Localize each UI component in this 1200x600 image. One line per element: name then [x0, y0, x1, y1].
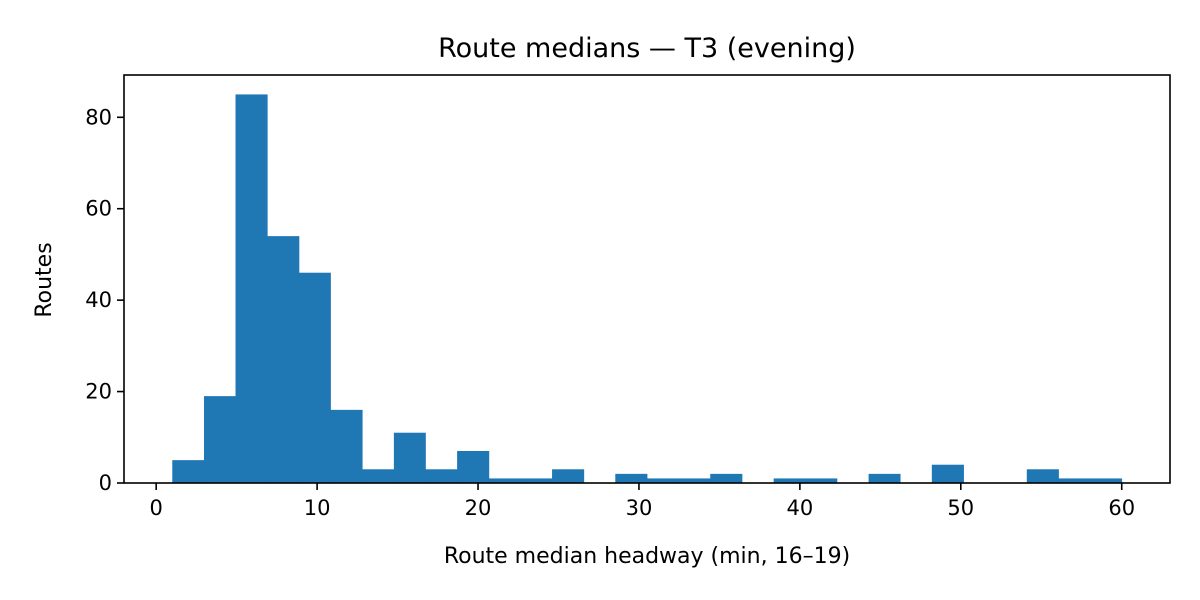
histogram-bar — [393, 432, 426, 483]
histogram-bar — [615, 473, 648, 483]
histogram-bar — [1026, 469, 1059, 483]
histogram-bar — [805, 478, 838, 483]
histogram-bar — [520, 478, 553, 483]
x-tick-label: 40 — [787, 496, 814, 520]
histogram-bar — [172, 460, 205, 483]
histogram-bar — [678, 478, 711, 483]
histogram-bar — [203, 396, 236, 483]
y-axis-ticks: 0 20 40 60 80 — [85, 105, 124, 495]
x-tick-label: 60 — [1108, 496, 1135, 520]
histogram-bar — [267, 236, 300, 483]
histogram-bar — [362, 469, 395, 483]
histogram-bar — [457, 451, 490, 483]
y-tick-label: 80 — [85, 105, 112, 129]
x-tick-label: 0 — [149, 496, 162, 520]
histogram-bar — [773, 478, 806, 483]
histogram-bar — [868, 473, 901, 483]
plot-area-frame — [123, 74, 1171, 484]
x-tick-label: 50 — [947, 496, 974, 520]
histogram-bar — [647, 478, 680, 483]
histogram-bar — [710, 473, 743, 483]
y-axis-label: Routes — [32, 242, 57, 317]
y-tick-label: 40 — [85, 288, 112, 312]
histogram-bar — [488, 478, 521, 483]
histogram-bar — [1058, 478, 1091, 483]
y-tick-label: 0 — [99, 471, 112, 495]
histogram-bar — [552, 469, 585, 483]
chart-title: Route medians — T3 (evening) — [438, 33, 856, 64]
histogram-bar — [298, 272, 331, 483]
x-tick-label: 20 — [465, 496, 492, 520]
x-axis-label: Route median headway (min, 16–19) — [444, 544, 850, 569]
histogram-bar — [235, 94, 268, 484]
histogram-bar — [931, 464, 964, 483]
histogram-bar — [1090, 478, 1123, 483]
bars-group — [172, 94, 1123, 484]
x-tick-label: 10 — [304, 496, 331, 520]
histogram-bar — [330, 409, 363, 483]
x-axis-ticks: 0 10 20 30 40 50 60 — [149, 483, 1135, 520]
histogram-bar — [425, 469, 458, 483]
y-tick-label: 60 — [85, 197, 112, 221]
x-tick-label: 30 — [626, 496, 653, 520]
y-tick-label: 20 — [85, 380, 112, 404]
